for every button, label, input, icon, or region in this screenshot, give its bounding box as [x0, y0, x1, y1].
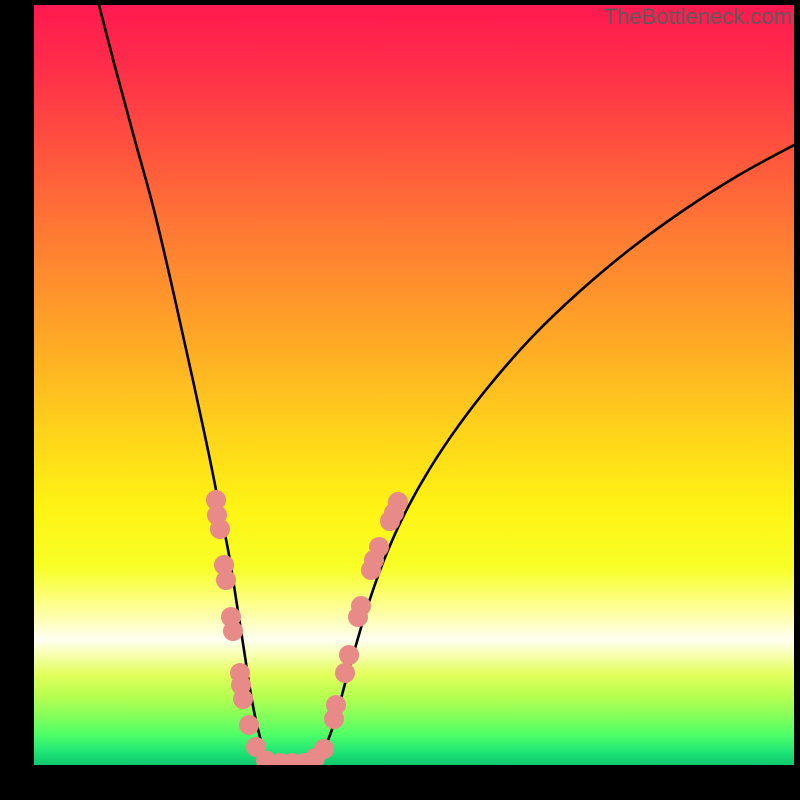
plot-area [34, 5, 794, 765]
watermark: TheBottleneck.com [604, 4, 792, 30]
heat-gradient [34, 5, 794, 765]
bottleneck-chart-stage: TheBottleneck.com [0, 0, 800, 800]
